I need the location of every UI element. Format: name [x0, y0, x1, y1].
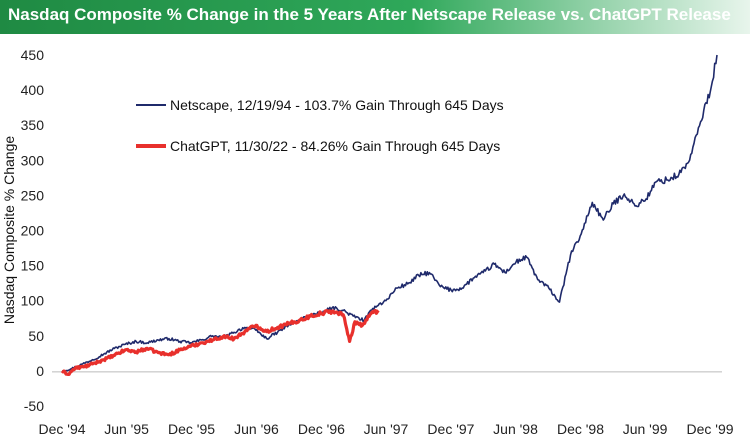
x-tick-label: Dec '99 [686, 421, 733, 437]
x-tick-label: Dec '96 [298, 421, 345, 437]
series-line-chatgpt [60, 308, 380, 376]
title-bar: Nasdaq Composite % Change in the 5 Years… [0, 0, 750, 34]
y-tick-label: 0 [36, 363, 44, 379]
x-tick-label: Jun '97 [364, 421, 409, 437]
x-tick-label: Dec '98 [557, 421, 604, 437]
x-tick-label: Dec '94 [38, 421, 85, 437]
y-tick-label: 200 [21, 223, 45, 239]
y-tick-label: 300 [21, 152, 45, 168]
y-tick-label: 150 [21, 258, 45, 274]
x-tick-label: Jun '99 [623, 421, 668, 437]
x-tick-label: Jun '98 [493, 421, 538, 437]
y-tick-label: 350 [21, 117, 45, 133]
y-tick-label: 100 [21, 293, 45, 309]
y-axis-ticks: -50 0 50 100 150 200 250 300 350 400 450 [21, 47, 45, 414]
x-tick-label: Jun '95 [104, 421, 149, 437]
y-tick-label: 50 [28, 328, 44, 344]
legend-label: Netscape, 12/19/94 - 103.7% Gain Through… [170, 97, 504, 113]
y-tick-label: 400 [21, 82, 45, 98]
legend-label: ChatGPT, 11/30/22 - 84.26% Gain Through … [170, 138, 500, 154]
series-group [60, 54, 718, 376]
y-tick-label: 450 [21, 47, 45, 63]
x-tick-label: Dec '97 [427, 421, 474, 437]
x-tick-label: Dec '95 [168, 421, 215, 437]
series-line-netscape [61, 54, 718, 373]
y-tick-label: -50 [24, 398, 44, 414]
legend: Netscape, 12/19/94 - 103.7% Gain Through… [136, 97, 504, 154]
y-tick-label: 250 [21, 187, 45, 203]
chart-title: Nasdaq Composite % Change in the 5 Years… [8, 5, 731, 24]
y-axis-label: Nasdaq Composite % Change [1, 136, 17, 325]
x-tick-label: Jun '96 [234, 421, 279, 437]
x-axis-ticks: Dec '94 Jun '95 Dec '95 Jun '96 Dec '96 Jun '… [38, 421, 733, 437]
